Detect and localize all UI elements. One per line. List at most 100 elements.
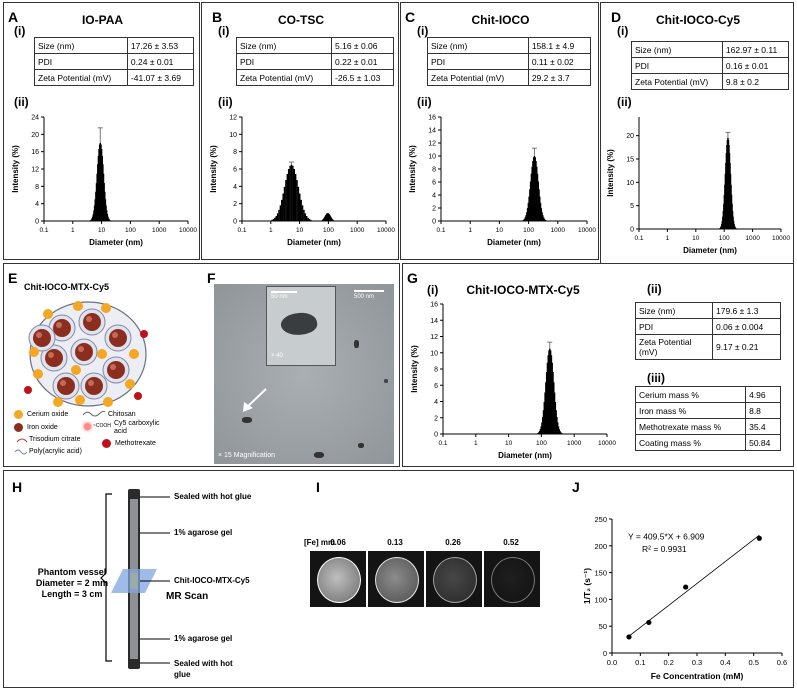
legend-citrate: Trisodium citrate <box>29 436 81 443</box>
cerium-oxide-particle <box>97 349 107 359</box>
distribution-bar <box>272 219 275 221</box>
sub-label-i: (i) <box>218 24 230 38</box>
table-row: PDI 0.16 ± 0.01 <box>631 57 790 74</box>
distribution-bar <box>550 355 553 434</box>
iron-oxide-core <box>57 377 75 395</box>
distribution-bar <box>292 165 294 221</box>
distribution-bar <box>545 372 548 434</box>
panel-d: D Chit-IOCO-Cy5 (i) Size (nm) 162.97 ± 0.… <box>600 2 794 264</box>
concentration-label: 0.52 <box>503 538 519 547</box>
distribution-bar <box>297 186 300 221</box>
y-tick-label: 24 <box>31 115 39 122</box>
particle <box>384 379 388 383</box>
x-tick-label: 10000 <box>772 235 790 242</box>
legend-cy5: Cy5 carboxylic acid <box>114 420 160 435</box>
table-row: Zeta Potential (mV) -41.07 ± 3.69 <box>34 69 195 86</box>
methotrexate-icon <box>102 439 111 448</box>
distribution-bar <box>531 166 533 221</box>
distribution-bar <box>537 433 539 434</box>
x-tick-label: 1 <box>666 235 670 242</box>
distribution-bar <box>532 157 535 221</box>
table-row: Size (nm) 162.97 ± 0.11 <box>631 41 790 58</box>
dls-chart-a: 0 4 8 12 16 20 24 0.1 1 10 100 1000 10000 Diameter (n… <box>11 115 197 248</box>
x-tick-label: 0.1 <box>635 658 645 667</box>
sub-label-i: (i) <box>417 24 429 38</box>
sub-label-ii: (ii) <box>417 95 432 109</box>
y-tick-label: 0 <box>603 649 607 658</box>
table-row: Zeta Potential (mV) 9.8 ± 0.2 <box>631 73 790 90</box>
core-highlight <box>60 380 66 386</box>
fe-label: [Fe] mm <box>304 538 336 547</box>
distribution-bar <box>523 219 525 221</box>
y-axis-label: Intensity (%) <box>410 345 419 393</box>
y-tick-label: 20 <box>31 132 39 139</box>
x-axis-label: Fe Concentration (mM) <box>651 671 744 681</box>
distribution-bar <box>545 382 547 434</box>
legend-cerium: Cerium oxide <box>27 411 69 418</box>
tem-inset: 50 nm × 40 <box>266 286 336 366</box>
citrate-icon <box>16 438 28 443</box>
core-highlight <box>110 364 116 370</box>
y-tick-label: 0 <box>432 219 436 226</box>
y-tick-label: 0 <box>35 219 39 226</box>
table-row: Zeta Potential (mV) 9.17 ± 0.21 <box>635 334 781 360</box>
distribution-bar <box>271 219 273 221</box>
table-row: Cerium mass % 4.96 <box>634 386 781 403</box>
iron-oxide-core <box>85 377 103 395</box>
distribution-bar <box>293 168 295 221</box>
y-tick-label: 6 <box>432 180 436 187</box>
core-highlight <box>56 322 62 328</box>
table-row: Iron mass % 8.8 <box>634 402 781 419</box>
main-scale-bar <box>354 290 384 292</box>
particle <box>242 417 252 423</box>
y-tick-label: 12 <box>430 334 438 341</box>
table-row: PDI 0.11 ± 0.02 <box>427 53 592 70</box>
top-seal-label: Sealed with hot glue <box>174 492 252 501</box>
distribution-bar <box>525 215 527 221</box>
fit-equation: Y = 409.5*X + 6.909 <box>628 531 705 541</box>
distribution-bar <box>283 186 286 221</box>
dls-chart-g: 0 2 4 6 8 10 12 14 16 0.1 1 10 100 1000 10000 Diameter … <box>410 302 616 461</box>
x-axis-label: Diameter (nm) <box>287 238 341 247</box>
table-row: PDI 0.22 ± 0.01 <box>235 53 394 70</box>
sub-label-i: (i) <box>427 283 439 297</box>
data-point <box>626 634 632 640</box>
distribution-bar <box>542 215 544 221</box>
cerium-oxide-particle <box>43 309 53 319</box>
panel-label: B <box>212 9 223 25</box>
distribution-bar <box>275 215 278 221</box>
nanoparticle-schematic <box>24 301 148 407</box>
legend-mtx: Methotrexate <box>115 440 156 447</box>
table-row: PDI 0.06 ± 0.004 <box>635 318 781 335</box>
y-tick-label: 16 <box>428 115 436 122</box>
y-tick-label: 15 <box>626 157 634 164</box>
panel-label: A <box>8 9 19 25</box>
x-tick-label: 100 <box>719 235 730 242</box>
x-tick-label: 10000 <box>377 227 395 234</box>
distribution-bar <box>535 166 538 221</box>
y-axis-label: Intensity (%) <box>11 145 20 193</box>
x-tick-label: 0.3 <box>692 658 702 667</box>
distribution-bar <box>558 429 561 434</box>
distribution-bar <box>332 219 334 221</box>
distribution-bar <box>555 410 557 434</box>
x-tick-label: 1000 <box>745 235 760 242</box>
x-tick-label: 0.1 <box>634 235 643 242</box>
distribution-bar <box>305 215 308 221</box>
x-tick-label: 100 <box>125 227 136 234</box>
panel-label: E <box>8 270 18 286</box>
panel-title: Chit-IOCO-Cy5 <box>656 13 740 27</box>
chitosan-icon <box>82 410 106 417</box>
x-tick-label: 1000 <box>551 227 566 234</box>
tem-image: 50 nm × 40 500 nm × 15 Magnification <box>214 284 394 464</box>
distribution-bar <box>554 401 557 434</box>
y-tick-label: 14 <box>430 318 438 325</box>
distribution-bar <box>281 199 283 221</box>
y-tick-label: 10 <box>626 180 634 187</box>
y-tick-label: 4 <box>35 201 39 208</box>
iron-oxide-core <box>45 349 63 367</box>
distribution-bar <box>560 433 563 434</box>
distribution-bar <box>276 213 279 221</box>
x-tick-label: 0.1 <box>436 227 445 234</box>
mri-image <box>426 551 482 607</box>
